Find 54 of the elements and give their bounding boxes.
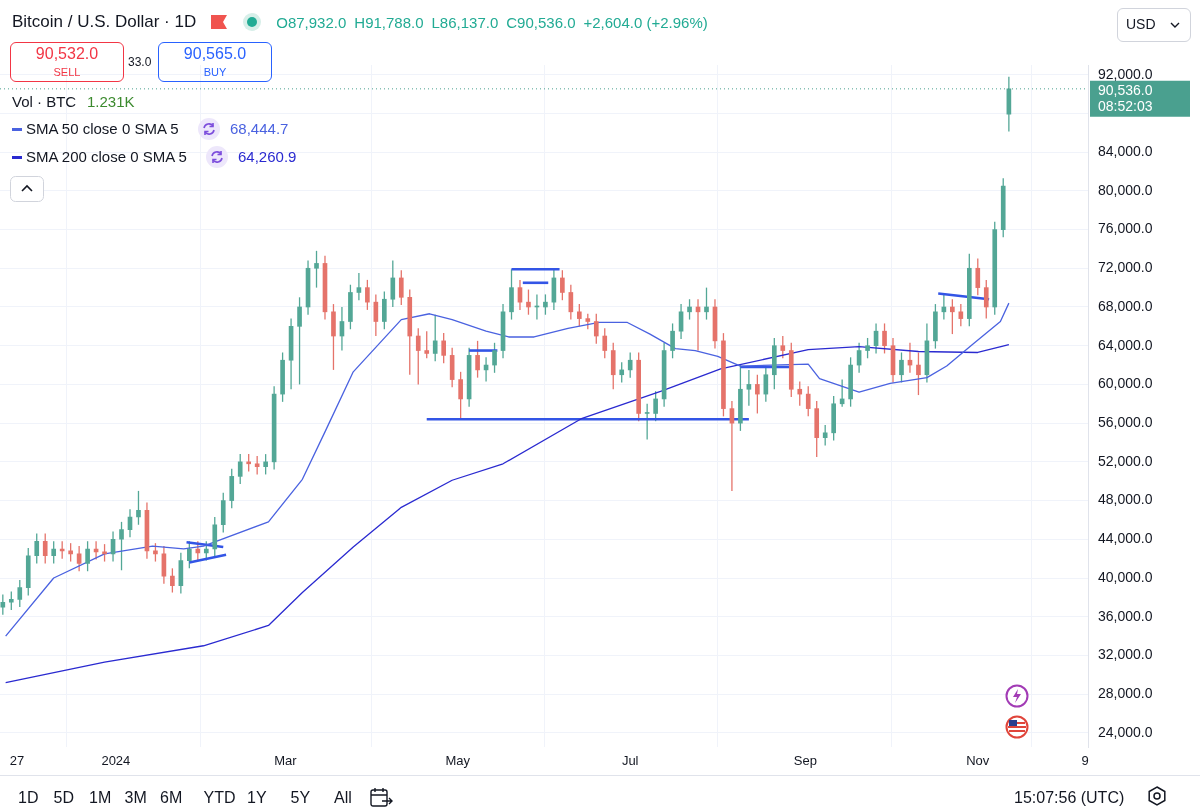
annotation: 68,444.7 (230, 120, 289, 137)
annotation: Vol · BTC (12, 93, 77, 110)
chart-title: Bitcoin / U.S. Dollar · 1D (12, 12, 197, 32)
text: All (334, 789, 352, 807)
x-tick-label: Mar (274, 752, 298, 768)
x-tick-label: Jul (621, 752, 639, 768)
y-tick-label: 76,000.0 (1098, 220, 1153, 237)
legend-label: SMA 50 close 0 SMA 5 (26, 120, 179, 137)
legend-label: SMA 200 close 0 SMA 5 (26, 148, 187, 165)
x-tick-label: Nov (966, 752, 990, 768)
text: 1Y (247, 789, 267, 807)
y-tick-label: 32,000.0 (1098, 646, 1153, 663)
text: 3M (124, 789, 147, 807)
text: 5Y (290, 789, 311, 807)
y-tick-label: 72,000.0 (1098, 259, 1153, 276)
text: 15:07:56 (UTC) (1014, 789, 1125, 807)
text: USD (1126, 16, 1156, 32)
y-tick-label: 92,000.0 (1098, 65, 1153, 82)
buy-button: 90,565.0 BUY (158, 42, 272, 82)
text: 6M (160, 789, 183, 807)
x-tick-label: 27 (9, 752, 25, 768)
annotation: SELL (52, 66, 82, 78)
annotation: 1.231K (87, 93, 135, 110)
y-tick-label: 40,000.0 (1098, 568, 1153, 585)
sell-button: 90,532.0 SELL (10, 42, 124, 82)
text: 1D (18, 789, 39, 807)
y-tick-label: 44,000.0 (1098, 530, 1153, 547)
y-tick-label: 56,000.0 (1098, 414, 1153, 430)
x-tick-label: 2024 (101, 752, 131, 768)
text: 5D (53, 789, 74, 807)
annotation: BUY (202, 66, 228, 78)
y-tick-label: 48,000.0 (1098, 491, 1153, 508)
y-tick-label: 80,000.0 (1098, 181, 1153, 198)
annotation: 64,260.9 (238, 148, 297, 165)
y-tick-label: 60,000.0 (1098, 375, 1153, 392)
text: +2,604.0 (+2.96%) (583, 13, 708, 31)
y-tick-label: 84,000.0 (1098, 142, 1153, 159)
text: 1M (89, 789, 112, 807)
y-tick-label: 36,000.0 (1098, 607, 1153, 624)
y-tick-label: 52,000.0 (1098, 452, 1153, 469)
text: H91,788.0 (354, 13, 424, 31)
y-tick-label: 24,000.0 (1098, 723, 1153, 740)
y-tick-label: 68,000.0 (1098, 297, 1153, 314)
text: L86,137.0 (431, 13, 499, 31)
text: O87,932.0 (276, 13, 347, 31)
x-tick-label: May (445, 752, 471, 768)
x-tick-label: 9 (1081, 752, 1089, 768)
x-tick-label: Sep (793, 752, 817, 768)
y-tick-label: 28,000.0 (1098, 685, 1153, 702)
y-tick-label: 64,000.0 (1098, 336, 1153, 353)
annotation: 33.0 (128, 55, 152, 69)
text: YTD (203, 789, 236, 807)
text: C90,536.0 (506, 13, 576, 31)
ref-line-label: 90,536.0 08:52:03 (1098, 81, 1153, 114)
